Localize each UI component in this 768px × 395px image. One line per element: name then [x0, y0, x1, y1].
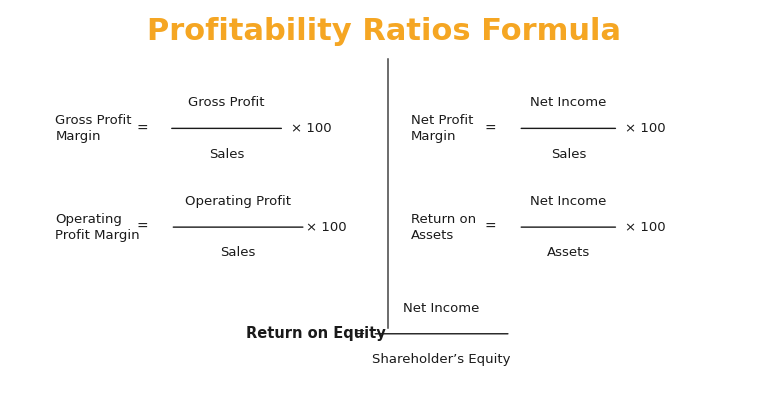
Text: Operating
Profit Margin: Operating Profit Margin: [55, 213, 140, 242]
Text: × 100: × 100: [625, 221, 665, 233]
Text: Gross Profit
Margin: Gross Profit Margin: [55, 114, 132, 143]
Text: Return on Equity: Return on Equity: [246, 326, 386, 341]
Text: × 100: × 100: [291, 122, 331, 135]
Text: Net Profit
Margin: Net Profit Margin: [411, 114, 473, 143]
Text: =: =: [484, 220, 496, 234]
Text: =: =: [484, 121, 496, 135]
Text: =: =: [136, 220, 148, 234]
Text: Return on
Assets: Return on Assets: [411, 213, 476, 242]
Text: Sales: Sales: [551, 148, 586, 160]
Text: Net Income: Net Income: [530, 96, 607, 109]
Text: × 100: × 100: [625, 122, 665, 135]
Text: Gross Profit: Gross Profit: [188, 96, 265, 109]
Text: Operating Profit: Operating Profit: [185, 195, 291, 208]
Text: Sales: Sales: [220, 246, 256, 259]
Text: =: =: [136, 121, 148, 135]
Text: =: =: [353, 327, 366, 341]
Text: × 100: × 100: [306, 221, 346, 233]
Text: Sales: Sales: [209, 148, 244, 160]
Text: Shareholder’s Equity: Shareholder’s Equity: [372, 353, 511, 366]
Text: Net Income: Net Income: [530, 195, 607, 208]
Text: Assets: Assets: [547, 246, 590, 259]
Text: Net Income: Net Income: [403, 302, 480, 314]
Text: Profitability Ratios Formula: Profitability Ratios Formula: [147, 17, 621, 46]
